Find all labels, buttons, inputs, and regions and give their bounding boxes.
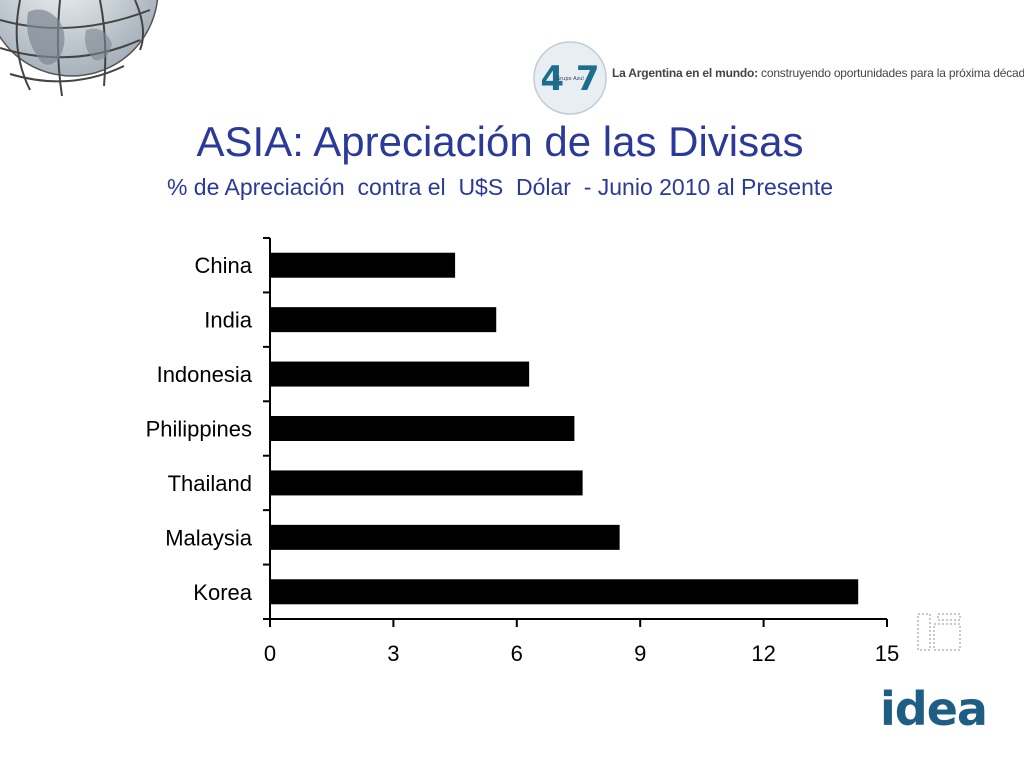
idea-watermark-icon — [917, 613, 961, 651]
x-tick-label: 9 — [634, 641, 646, 666]
x-tick-label: 0 — [264, 641, 276, 666]
category-label-india: India — [204, 308, 252, 333]
bar-korea — [270, 579, 859, 605]
bar-indonesia — [270, 361, 530, 387]
header-tagline: La Argentina en el mundo: construyendo o… — [612, 66, 1024, 80]
x-tick-label: 6 — [511, 641, 523, 666]
category-label-korea: Korea — [193, 580, 252, 605]
globe-logo-icon — [0, 0, 159, 97]
bar-thailand — [270, 470, 583, 496]
bar-malaysia — [270, 524, 620, 550]
category-label-malaysia: Malaysia — [165, 525, 253, 550]
category-label-thailand: Thailand — [168, 471, 252, 496]
chart-subtitle: % de Apreciación contra el U$S Dólar - J… — [166, 174, 834, 200]
idea-brand-logo: idea — [880, 682, 988, 736]
grupo-azul-47-logo-icon: 4 7 Grupo Azul — [533, 41, 607, 115]
bar-india — [270, 307, 497, 333]
tagline-rest: construyendo oportunidades para la próxi… — [757, 66, 1024, 80]
category-label-philippines: Philippines — [146, 417, 252, 442]
chart-title: ASIA: Apreciación de las Divisas — [196, 118, 804, 165]
x-tick-label: 12 — [751, 641, 775, 666]
x-tick-label: 15 — [875, 641, 899, 666]
category-label-china: China — [195, 253, 253, 278]
logo-47-text: 4 7 — [540, 59, 599, 99]
category-label-indonesia: Indonesia — [157, 362, 253, 387]
tagline-bold: La Argentina en el mundo: — [612, 66, 758, 80]
x-tick-label: 3 — [387, 641, 399, 666]
logo-caption: Grupo Azul — [556, 76, 584, 82]
bar-china — [270, 252, 456, 278]
bar-philippines — [270, 416, 575, 441]
